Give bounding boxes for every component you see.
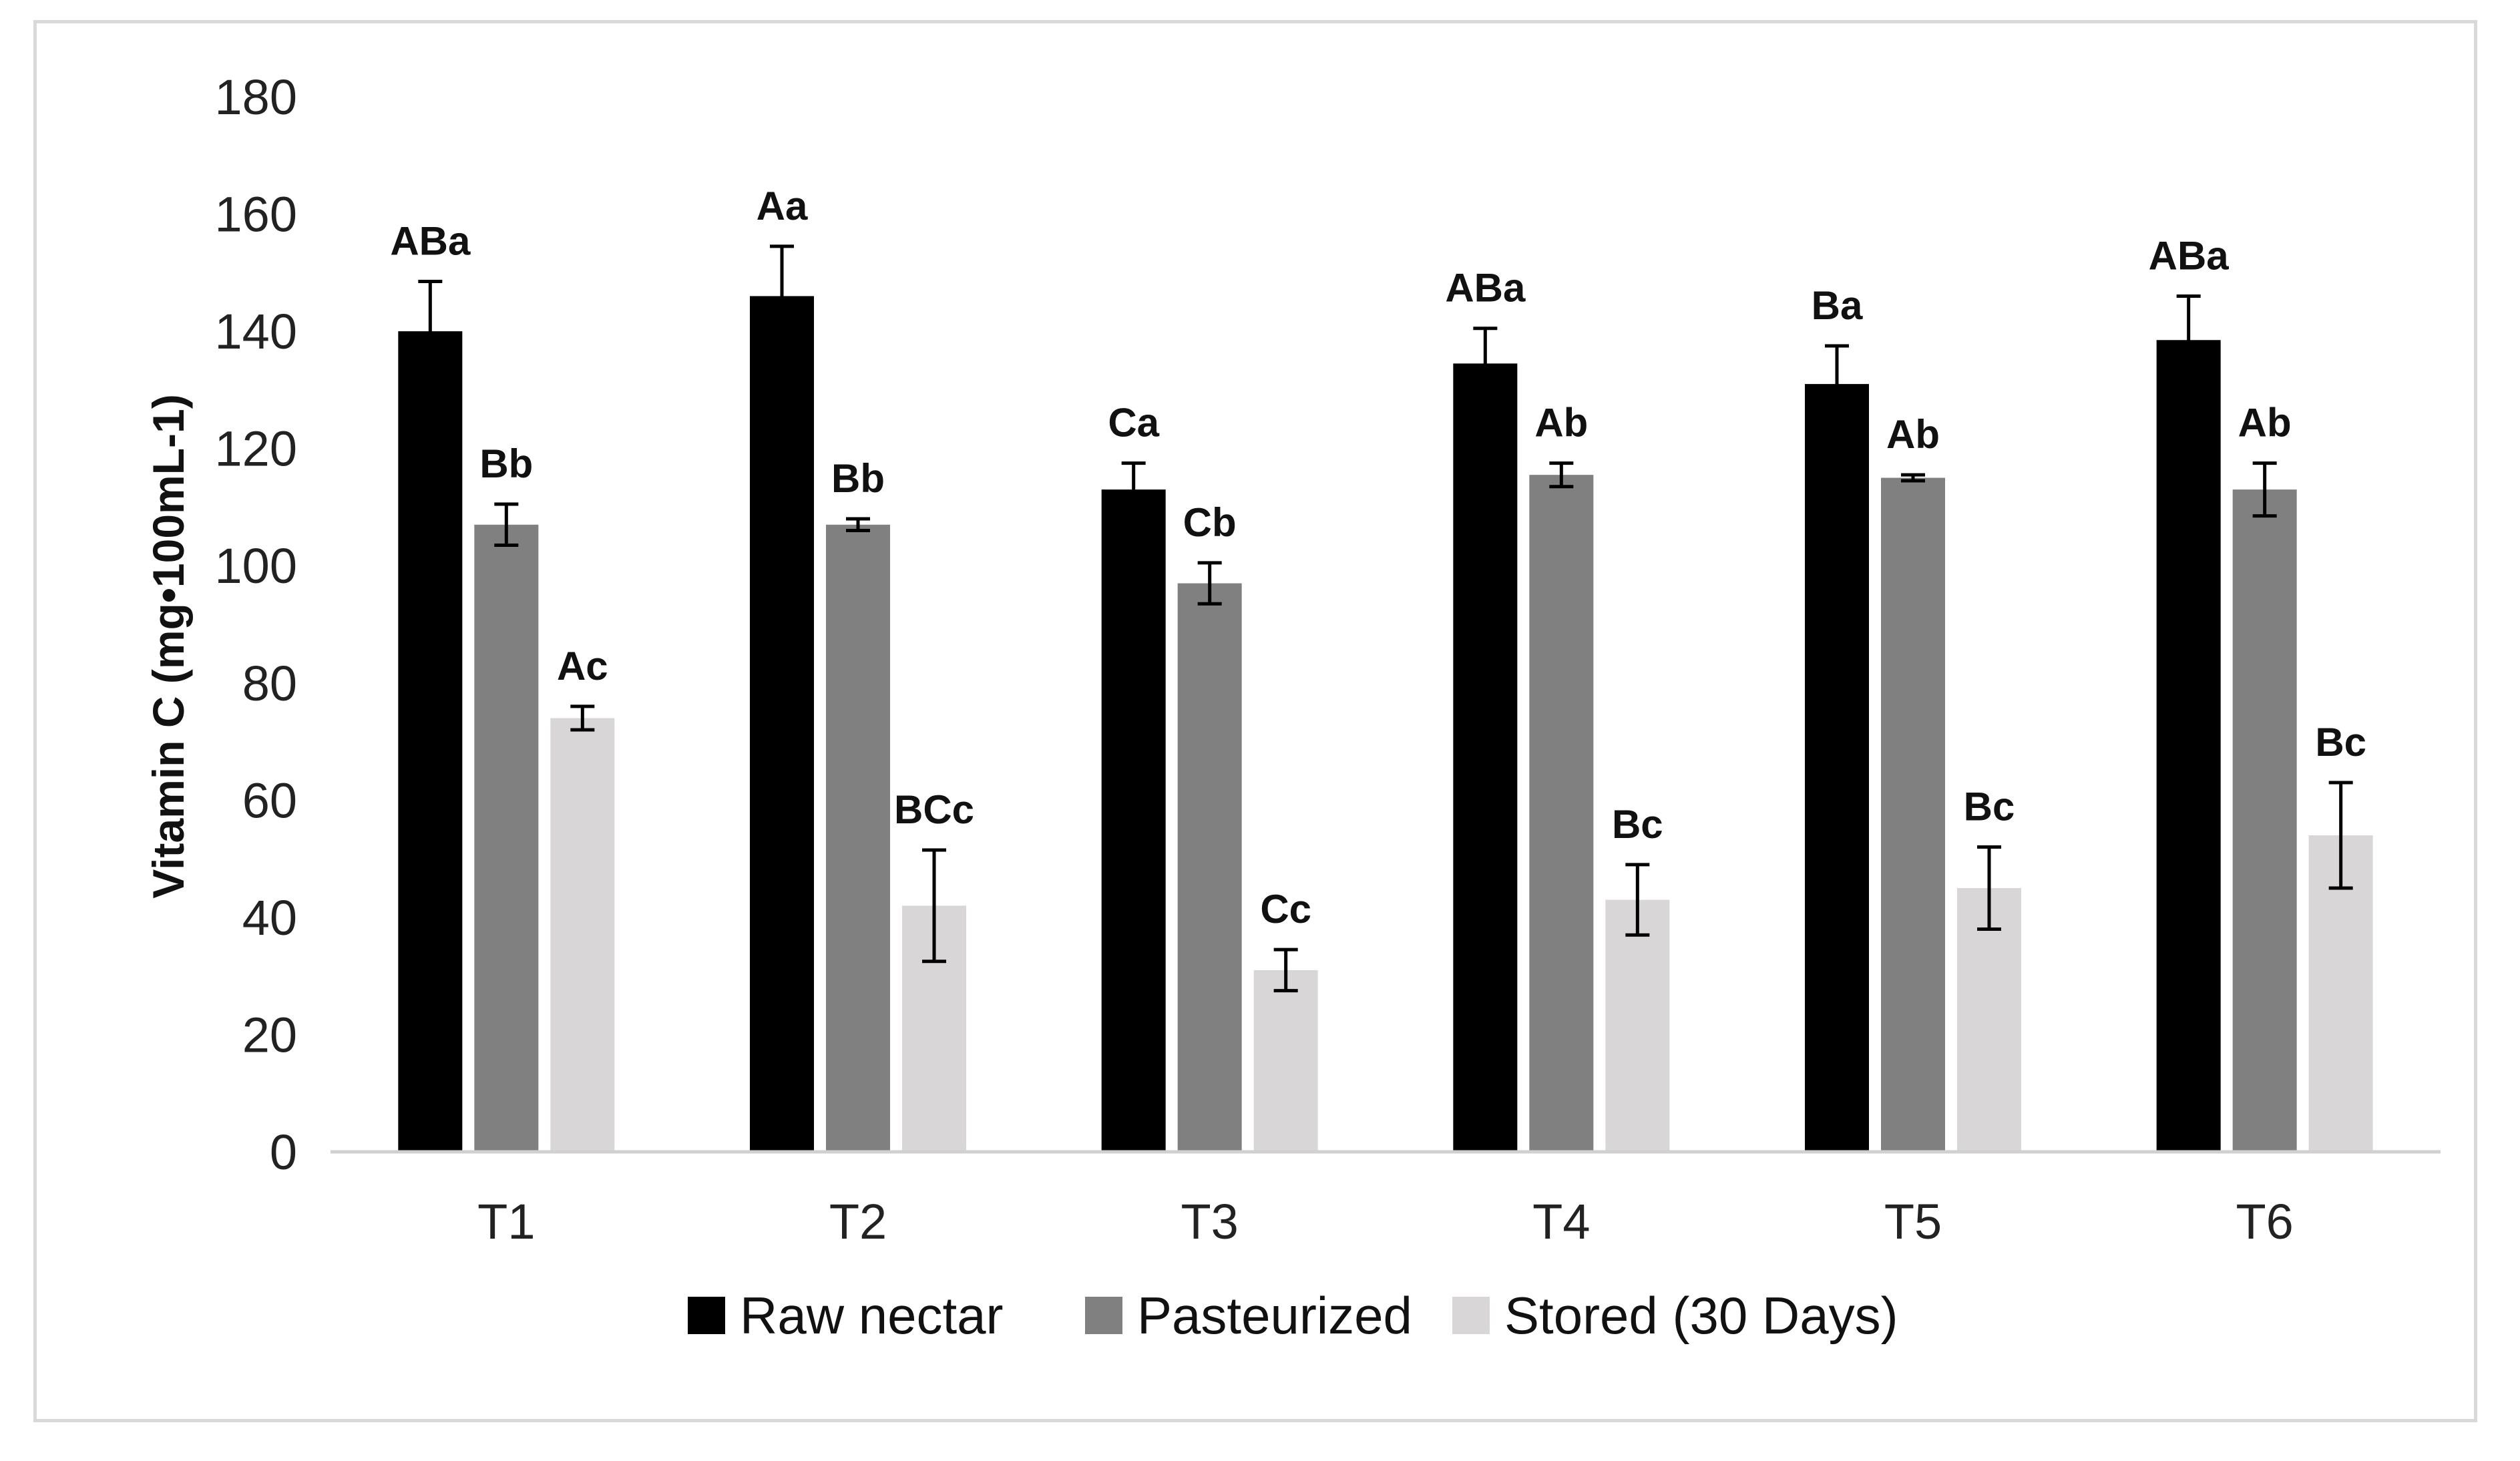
significance-label: ABa xyxy=(2149,233,2230,278)
legend: Raw nectar Pasteurized Stored (30 Days) xyxy=(688,1286,1898,1345)
bar xyxy=(1253,970,1318,1152)
legend-swatch xyxy=(688,1297,725,1334)
y-tick-label: 140 xyxy=(215,304,297,359)
y-tick-label: 80 xyxy=(242,656,297,711)
bar xyxy=(1453,363,1518,1152)
y-tick-label: 160 xyxy=(215,187,297,242)
bar xyxy=(1805,384,1869,1152)
y-axis-ticks: 0 20 40 60 80 100 120 140 160 180 xyxy=(215,69,297,1180)
significance-label: Cc xyxy=(1260,887,1311,931)
significance-label: Ac xyxy=(557,644,608,688)
y-axis-label-group: Vitamin C (mg•100mL-1) xyxy=(144,394,193,898)
bar xyxy=(550,718,615,1152)
significance-label: ABa xyxy=(1445,266,1526,310)
significance-label: Bc xyxy=(1964,785,2015,829)
bar xyxy=(398,331,463,1153)
significance-label: Aa xyxy=(757,184,808,228)
legend-label: Pasteurized xyxy=(1137,1286,1412,1345)
legend-label: Stored (30 Days) xyxy=(1504,1286,1898,1345)
y-tick-label: 20 xyxy=(242,1007,297,1062)
significance-label: Ab xyxy=(1534,401,1588,445)
bar xyxy=(1957,888,2021,1152)
bar xyxy=(474,524,539,1152)
x-tick-label: T4 xyxy=(1532,1194,1590,1249)
x-tick-label: T6 xyxy=(2236,1194,2293,1249)
bar xyxy=(1529,475,1594,1152)
error-bars xyxy=(418,244,2353,993)
bar xyxy=(1881,477,1945,1152)
x-tick-label: T2 xyxy=(829,1194,887,1249)
legend-label: Raw nectar xyxy=(740,1286,1004,1345)
significance-label: Ab xyxy=(1886,412,1940,457)
significance-label: Bc xyxy=(1612,802,1663,847)
bar-chart: Vitamin C (mg•100mL-1) 0 20 40 60 80 100 120 14… xyxy=(144,69,2441,1345)
significance-label: Bc xyxy=(2315,720,2366,765)
significance-label: Ca xyxy=(1108,401,1159,445)
significance-label: Ba xyxy=(1812,283,1863,328)
y-tick-label: 40 xyxy=(242,890,297,946)
bar xyxy=(1605,899,1670,1152)
y-tick-label: 180 xyxy=(215,69,297,125)
bar xyxy=(826,524,890,1152)
x-axis-ticks: T1 T2 T3 T4 T5 T6 xyxy=(477,1194,2294,1249)
bar xyxy=(2156,340,2221,1152)
bar xyxy=(1101,489,1166,1152)
bar xyxy=(2232,489,2297,1152)
significance-label: ABa xyxy=(390,219,471,264)
significance-label: Bb xyxy=(831,456,885,501)
bar xyxy=(1177,583,1242,1152)
bars xyxy=(398,296,2373,1153)
bar xyxy=(750,296,814,1152)
significance-label: BCc xyxy=(894,787,974,832)
x-tick-label: T1 xyxy=(477,1194,535,1249)
significance-labels: ABa Bb Ac Aa Bb BCc Ca Cb Cc ABa Ab Bc Ba Ab Bc ABa Ab Bc xyxy=(390,184,2366,931)
significance-label: Ab xyxy=(2238,401,2292,445)
x-tick-label: T3 xyxy=(1181,1194,1238,1249)
y-tick-label: 60 xyxy=(242,773,297,828)
y-tick-label: 0 xyxy=(270,1124,297,1180)
y-tick-label: 120 xyxy=(215,421,297,477)
significance-label: Cb xyxy=(1183,500,1237,545)
legend-swatch xyxy=(1452,1297,1490,1334)
legend-swatch xyxy=(1085,1297,1122,1334)
y-axis-label: Vitamin C (mg•100mL-1) xyxy=(144,394,193,898)
x-tick-label: T5 xyxy=(1884,1194,1942,1249)
y-tick-label: 100 xyxy=(215,538,297,594)
significance-label: Bb xyxy=(479,441,533,486)
chart-frame: Vitamin C (mg•100mL-1) 0 20 40 60 80 100 120 14… xyxy=(33,20,2477,1422)
